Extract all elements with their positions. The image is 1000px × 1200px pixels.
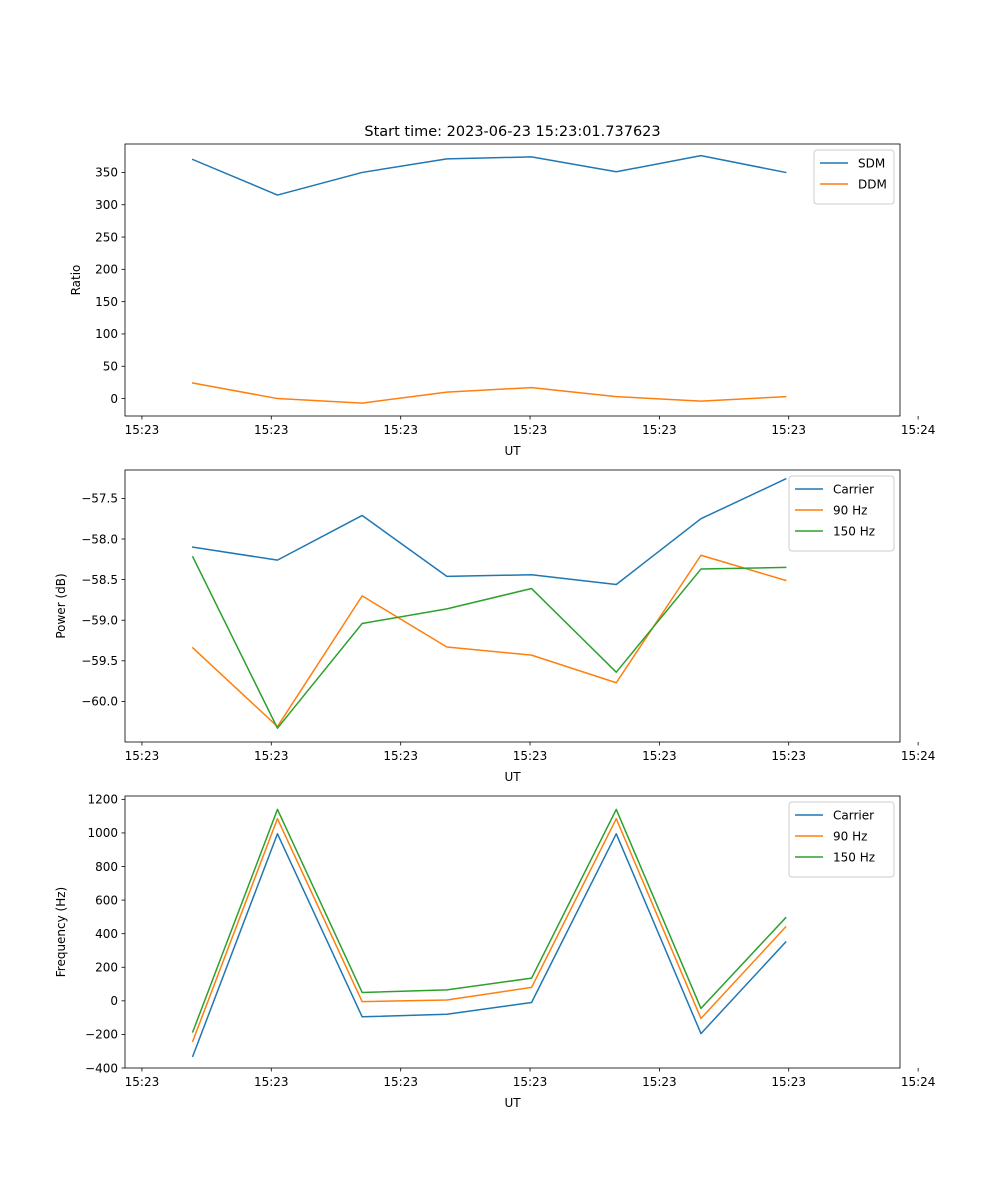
x-tick-label: 15:23 — [513, 1075, 548, 1089]
x-tick-label: 15:23 — [254, 1075, 289, 1089]
x-tick-label: 15:23 — [125, 1075, 160, 1089]
x-tick-label: 15:24 — [901, 1075, 936, 1089]
y-tick-label: 400 — [95, 927, 118, 941]
x-tick-label: 15:23 — [125, 749, 160, 763]
legend: Carrier 90 Hz 150 Hz — [788, 801, 895, 878]
x-tick-label: 15:23 — [383, 1075, 418, 1089]
y-tick-label: 1200 — [87, 793, 118, 807]
y-tick-label: −400 — [85, 1061, 118, 1075]
x-axis-label: UT — [504, 444, 521, 458]
y-tick-label: −200 — [85, 1028, 118, 1042]
x-tick-label: 15:23 — [125, 423, 160, 437]
y-axis-label: Ratio — [69, 265, 83, 296]
series-line-sdm — [191, 154, 787, 196]
y-tick-label: −60.0 — [81, 695, 118, 709]
legend-label: 90 Hz — [833, 830, 867, 844]
axes-frame — [124, 795, 901, 1069]
y-axis-label: Power (dB) — [54, 573, 68, 638]
x-tick-label: 15:23 — [383, 423, 418, 437]
series-line-150-hz — [191, 555, 787, 729]
y-tick-label: 150 — [95, 295, 118, 309]
series-line-carrier — [191, 833, 787, 1058]
axes-frame — [124, 143, 901, 417]
y-tick-label: −59.0 — [81, 614, 118, 628]
x-tick-label: 15:23 — [642, 423, 677, 437]
legend-label: DDM — [858, 178, 887, 192]
x-tick-label: 15:23 — [771, 749, 806, 763]
y-tick-label: 50 — [103, 360, 118, 374]
figure-title: Start time: 2023-06-23 15:23:01.737623 — [364, 124, 660, 140]
x-tick-label: 15:23 — [254, 423, 289, 437]
legend-label: SDM — [858, 157, 885, 171]
legend: SDM DDM — [813, 149, 895, 205]
series-line-ddm — [191, 382, 787, 404]
axes-frame — [124, 469, 901, 743]
y-tick-label: 100 — [95, 327, 118, 341]
legend-label: Carrier — [833, 483, 874, 497]
y-axis-label: Frequency (Hz) — [54, 887, 68, 978]
x-tick-label: 15:24 — [901, 749, 936, 763]
legend: Carrier 90 Hz 150 Hz — [788, 475, 895, 552]
y-tick-label: 200 — [95, 263, 118, 277]
series-line-90-hz — [191, 817, 787, 1043]
y-tick-label: 1000 — [87, 826, 118, 840]
x-axis-label: UT — [504, 770, 521, 784]
y-tick-label: 600 — [95, 893, 118, 907]
y-tick-label: 300 — [95, 198, 118, 212]
legend-label: 150 Hz — [833, 525, 875, 539]
x-tick-label: 15:23 — [254, 749, 289, 763]
legend-box — [788, 801, 895, 878]
x-tick-label: 15:23 — [383, 749, 418, 763]
series-line-90-hz — [191, 554, 787, 728]
y-tick-label: −57.5 — [81, 492, 118, 506]
chart-panel-3: 15:23 15:23 15:23 15:23 15:23 15:23 15:24 −400 −… — [54, 793, 935, 1110]
x-tick-label: 15:23 — [513, 749, 548, 763]
y-tick-label: 200 — [95, 961, 118, 975]
y-tick-label: 0 — [110, 392, 118, 406]
x-tick-label: 15:23 — [642, 749, 677, 763]
x-tick-label: 15:23 — [513, 423, 548, 437]
y-tick-label: 250 — [95, 230, 118, 244]
series-line-150-hz — [191, 808, 787, 1033]
y-tick-label: 350 — [95, 166, 118, 180]
y-tick-label: −59.5 — [81, 654, 118, 668]
x-tick-label: 15:23 — [771, 1075, 806, 1089]
series-line-carrier — [191, 477, 787, 586]
y-tick-label: 0 — [110, 994, 118, 1008]
legend-box — [788, 475, 895, 552]
legend-label: Carrier — [833, 809, 874, 823]
x-tick-label: 15:23 — [642, 1075, 677, 1089]
y-tick-label: −58.5 — [81, 573, 118, 587]
x-axis-label: UT — [504, 1096, 521, 1110]
chart-panel-1: 15:23 15:23 15:23 15:23 15:23 15:23 15:24 0 50 10… — [69, 143, 936, 458]
legend-label: 90 Hz — [833, 504, 867, 518]
y-tick-label: −58.0 — [81, 532, 118, 546]
y-tick-label: 800 — [95, 860, 118, 874]
chart-panel-2: 15:23 15:23 15:23 15:23 15:23 15:23 15:24 −60.0… — [54, 469, 936, 784]
x-tick-label: 15:24 — [901, 423, 936, 437]
legend-label: 150 Hz — [833, 851, 875, 865]
x-tick-label: 15:23 — [771, 423, 806, 437]
